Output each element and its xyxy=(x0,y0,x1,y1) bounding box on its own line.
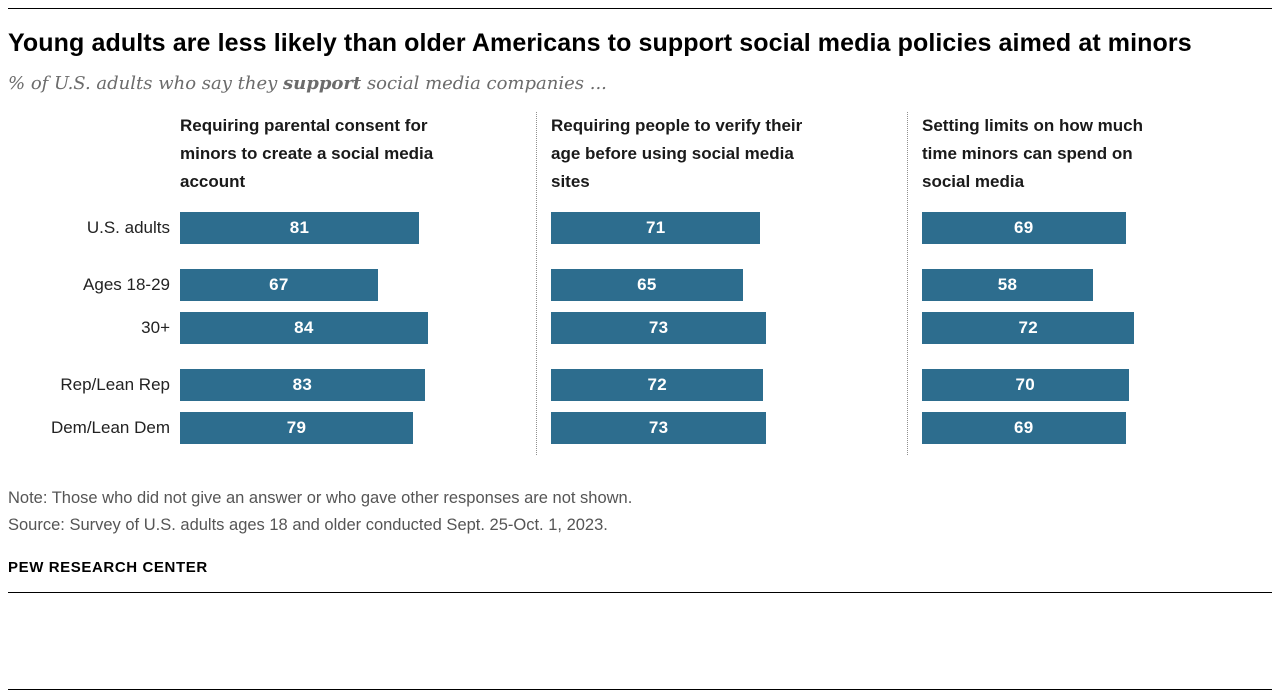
bar-value: 84 xyxy=(294,317,314,337)
bar: 69 xyxy=(922,211,1126,244)
brand-footer: PEW RESEARCH CENTER xyxy=(8,558,208,576)
bar-value: 73 xyxy=(648,317,669,337)
bar-value: 70 xyxy=(1015,374,1035,394)
bar-value: 83 xyxy=(292,374,313,394)
top-rule xyxy=(8,8,1272,9)
subtitle-suffix: social media companies ... xyxy=(361,72,607,94)
panel-header: Requiring parental consent for minors to… xyxy=(180,115,434,191)
bar: 84 xyxy=(180,311,428,344)
row-label: Dem/Lean Dem xyxy=(50,417,170,437)
bar-row: 69 xyxy=(922,211,1272,244)
bar-row: 72 xyxy=(922,311,1272,344)
panel-header: Requiring people to verify their age bef… xyxy=(551,115,803,191)
bar-value: 73 xyxy=(648,417,669,437)
bar: 73 xyxy=(551,311,767,344)
bar: 72 xyxy=(922,311,1135,344)
bar: 65 xyxy=(551,268,743,301)
bar-row: 58 xyxy=(922,268,1272,301)
row-label: U.S. adults xyxy=(86,217,170,237)
bar-value: 69 xyxy=(1014,217,1034,237)
chart-panel: Requiring people to verify their age bef… xyxy=(551,112,901,455)
bar-row: 69 xyxy=(922,411,1272,444)
bar-row: 72 xyxy=(551,368,901,401)
bar-value: 67 xyxy=(269,274,289,294)
bar-row: 81 xyxy=(180,211,530,244)
panel-header: Setting limits on how much time minors c… xyxy=(922,115,1143,191)
bar-row: 70 xyxy=(922,368,1272,401)
grouped-bar-chart: U.S. adults Ages 18-29 30+ Rep/Lean Rep Dem/… xyxy=(8,111,1272,455)
bar: 83 xyxy=(180,368,425,401)
bar-row: 83 xyxy=(180,368,530,401)
bar: 58 xyxy=(922,268,1094,301)
bar-value: 72 xyxy=(1018,317,1038,337)
bar: 67 xyxy=(180,268,378,301)
panel-separator xyxy=(907,111,908,455)
bar: 72 xyxy=(551,368,764,401)
bar-value: 58 xyxy=(997,274,1018,294)
bar: 70 xyxy=(922,368,1129,401)
bar-value: 71 xyxy=(645,217,666,237)
page-title: Young adults are less likely than older … xyxy=(8,29,1192,57)
bar-row: 73 xyxy=(551,311,901,344)
row-label: Ages 18-29 xyxy=(83,274,170,294)
bar-value: 81 xyxy=(289,217,310,237)
chart-panel: Requiring parental consent for minors to… xyxy=(180,112,530,455)
bar-row: 67 xyxy=(180,268,530,301)
bar-value: 69 xyxy=(1014,417,1034,437)
bar-value: 72 xyxy=(647,374,667,394)
bar: 79 xyxy=(180,411,414,444)
bar-value: 79 xyxy=(286,417,307,437)
row-labels-column: U.S. adults Ages 18-29 30+ Rep/Lean Rep Dem/… xyxy=(8,112,180,455)
chart-card: Young adults are less likely than older … xyxy=(0,8,1280,692)
chart-panel: Setting limits on how much time minors c… xyxy=(922,112,1272,455)
bar-row: 79 xyxy=(180,411,530,444)
subtitle-prefix: % of U.S. adults who say they xyxy=(8,72,284,94)
chart-source: Source: Survey of U.S. adults ages 18 an… xyxy=(8,515,608,534)
bar: 71 xyxy=(551,211,761,244)
row-label: 30+ xyxy=(141,317,170,337)
chart-note: Note: Those who did not give an answer o… xyxy=(8,488,633,507)
chart-subtitle: % of U.S. adults who say they support so… xyxy=(8,73,1272,94)
row-label: Rep/Lean Rep xyxy=(60,374,170,394)
panel-separator xyxy=(536,111,537,455)
header-spacer xyxy=(8,112,170,212)
bar-row: 71 xyxy=(551,211,901,244)
bar: 81 xyxy=(180,211,419,244)
bar: 73 xyxy=(551,411,767,444)
bar-row: 65 xyxy=(551,268,901,301)
subtitle-emphasis: support xyxy=(283,72,362,94)
page-edge-rule xyxy=(8,689,1272,690)
bar-row: 84 xyxy=(180,311,530,344)
bar: 69 xyxy=(922,411,1126,444)
bar-row: 73 xyxy=(551,411,901,444)
bottom-rule xyxy=(8,591,1272,593)
bar-value: 65 xyxy=(637,274,657,294)
